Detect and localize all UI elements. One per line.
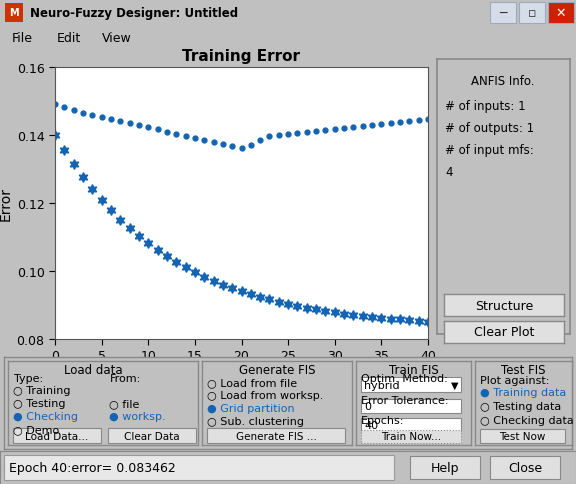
Text: Close: Close bbox=[508, 461, 542, 474]
Text: ● Checking: ● Checking bbox=[13, 411, 78, 421]
Bar bbox=[207, 428, 345, 443]
Text: Epochs:: Epochs: bbox=[361, 415, 404, 425]
Text: Neuro-Fuzzy Designer: Untitled: Neuro-Fuzzy Designer: Untitled bbox=[30, 7, 238, 20]
Bar bbox=[490, 3, 516, 24]
Text: ○ Testing data: ○ Testing data bbox=[480, 401, 561, 411]
Text: ○ Load from file: ○ Load from file bbox=[207, 377, 297, 387]
Title: Training Error: Training Error bbox=[183, 49, 301, 64]
Bar bbox=[410, 456, 480, 479]
Text: Plot against:: Plot against: bbox=[480, 375, 550, 385]
Text: Generate FIS ...: Generate FIS ... bbox=[236, 431, 316, 440]
Text: Load data: Load data bbox=[64, 363, 122, 376]
Text: ○ Load from worksp.: ○ Load from worksp. bbox=[207, 390, 323, 400]
Bar bbox=[4, 455, 394, 480]
Bar bbox=[361, 377, 461, 392]
Text: Test FIS: Test FIS bbox=[501, 363, 545, 376]
Y-axis label: Error: Error bbox=[0, 187, 13, 221]
Text: # of input mfs:: # of input mfs: bbox=[445, 144, 534, 157]
X-axis label: Epochs: Epochs bbox=[217, 367, 266, 381]
Text: M: M bbox=[9, 9, 19, 18]
Bar bbox=[361, 430, 461, 443]
Text: Clear Data: Clear Data bbox=[124, 431, 180, 440]
Text: ○ Training: ○ Training bbox=[13, 385, 70, 395]
Bar bbox=[480, 429, 565, 443]
Text: View: View bbox=[102, 32, 132, 45]
Text: Optim. Method:: Optim. Method: bbox=[361, 373, 448, 383]
Text: Edit: Edit bbox=[57, 32, 81, 45]
Text: ▫: ▫ bbox=[528, 7, 536, 20]
Text: 4: 4 bbox=[445, 166, 453, 179]
Text: ○ Checking data: ○ Checking data bbox=[480, 415, 574, 425]
Text: Load Data...: Load Data... bbox=[25, 431, 89, 440]
Text: ✕: ✕ bbox=[556, 7, 566, 20]
Text: Error Tolerance:: Error Tolerance: bbox=[361, 395, 449, 405]
Text: ─: ─ bbox=[499, 7, 507, 20]
Bar bbox=[548, 3, 574, 24]
Text: Help: Help bbox=[431, 461, 459, 474]
Text: ● Grid partition: ● Grid partition bbox=[207, 403, 295, 413]
Text: Structure: Structure bbox=[475, 299, 533, 312]
Bar bbox=[13, 428, 101, 443]
Text: From:: From: bbox=[110, 373, 141, 383]
Text: ▼: ▼ bbox=[450, 380, 458, 390]
Text: Train FIS: Train FIS bbox=[389, 363, 438, 376]
Text: Test Now: Test Now bbox=[499, 431, 545, 441]
Text: Generate FIS: Generate FIS bbox=[238, 363, 315, 376]
Text: ● worksp.: ● worksp. bbox=[109, 411, 166, 421]
Text: ● Training data: ● Training data bbox=[480, 387, 566, 397]
Text: File: File bbox=[12, 32, 33, 45]
Bar bbox=[5, 4, 23, 23]
Bar bbox=[361, 399, 461, 413]
Text: # of inputs: 1: # of inputs: 1 bbox=[445, 100, 526, 113]
Text: Clear Plot: Clear Plot bbox=[474, 326, 534, 339]
Text: ANFIS Info.: ANFIS Info. bbox=[471, 75, 535, 88]
Text: 40: 40 bbox=[364, 420, 378, 430]
Text: # of outputs: 1: # of outputs: 1 bbox=[445, 122, 534, 135]
Text: ○ Demo: ○ Demo bbox=[13, 424, 59, 434]
Bar bbox=[108, 428, 196, 443]
Text: Train Now...: Train Now... bbox=[381, 432, 441, 441]
Text: ○ Testing: ○ Testing bbox=[13, 398, 66, 408]
Text: Type:: Type: bbox=[14, 373, 43, 383]
Text: ○ Sub. clustering: ○ Sub. clustering bbox=[207, 416, 304, 426]
Text: hybrid: hybrid bbox=[364, 380, 400, 390]
Bar bbox=[361, 418, 461, 432]
Bar bbox=[490, 456, 560, 479]
Text: 0: 0 bbox=[364, 401, 371, 411]
Bar bbox=[519, 3, 545, 24]
Text: Epoch 40:error= 0.083462: Epoch 40:error= 0.083462 bbox=[9, 461, 176, 474]
Text: ○ file: ○ file bbox=[109, 398, 139, 408]
